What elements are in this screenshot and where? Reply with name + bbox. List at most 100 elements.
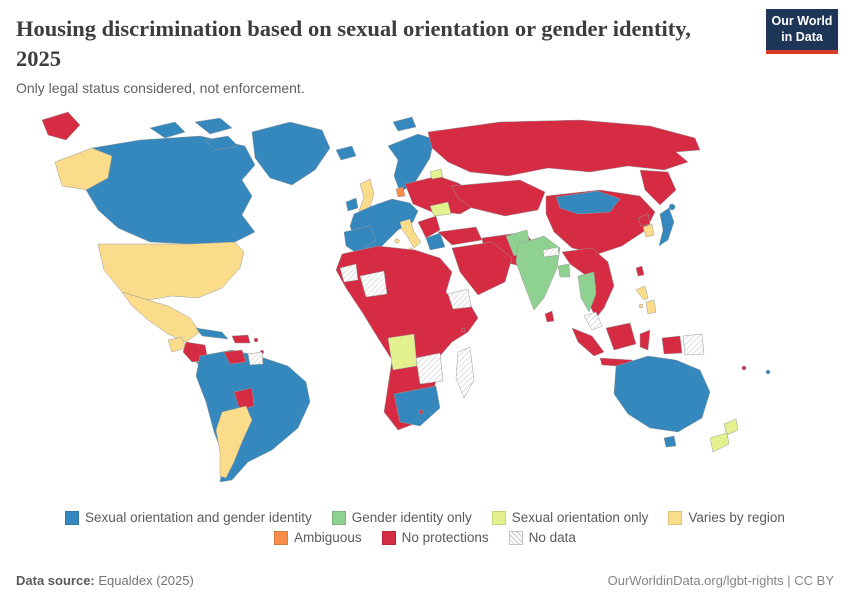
region-botswana-zimbabwe[interactable] <box>415 352 444 385</box>
region-new-zealand[interactable] <box>709 432 730 453</box>
region-ireland[interactable] <box>345 197 359 212</box>
legend-item-ambiguous[interactable]: Ambiguous <box>274 530 362 545</box>
region-russia[interactable] <box>427 119 701 177</box>
legend-label-gender-identity-only: Gender identity only <box>351 510 472 525</box>
region-paraguay[interactable] <box>233 387 255 411</box>
region-central-asia[interactable] <box>451 179 546 217</box>
region-argentina[interactable] <box>215 405 253 479</box>
region-russia-chukotka[interactable] <box>41 111 81 141</box>
legend-row-1: Sexual orientation and gender identity G… <box>0 510 850 525</box>
region-western-sahara[interactable] <box>339 263 359 283</box>
region-south-america[interactable] <box>195 349 311 483</box>
legend-item-no-data[interactable]: No data <box>508 530 576 545</box>
legend-label-sexual-orientation-only: Sexual orientation only <box>511 510 649 525</box>
region-mexico[interactable] <box>121 291 201 343</box>
region-india[interactable] <box>515 235 561 311</box>
region-taiwan[interactable] <box>635 265 645 277</box>
region-madagascar[interactable] <box>455 346 475 399</box>
legend-item-sexual-orientation-only[interactable]: Sexual orientation only <box>491 510 649 525</box>
data-source-label: Data source: <box>16 573 95 588</box>
region-balkans[interactable] <box>417 215 441 239</box>
region-borneo[interactable] <box>605 322 637 351</box>
region-svalbard[interactable] <box>392 116 417 132</box>
legend-swatch-sogi <box>65 510 80 525</box>
region-guyanas[interactable] <box>247 351 264 366</box>
region-sri-lanka[interactable] <box>544 310 555 323</box>
legend-item-no-protections[interactable]: No protections <box>381 530 489 545</box>
owid-logo-line1: Our World <box>771 14 833 28</box>
region-angola[interactable] <box>387 333 418 371</box>
region-mali[interactable] <box>359 270 388 298</box>
legend-item-varies-by-region[interactable]: Varies by region <box>668 510 785 525</box>
legend-item-sogi[interactable]: Sexual orientation and gender identity <box>65 510 312 525</box>
region-north-korea[interactable] <box>637 213 651 227</box>
region-venezuela[interactable] <box>223 349 247 365</box>
page-title: Housing discrimination based on sexual o… <box>16 16 691 71</box>
legend-label-no-protections: No protections <box>401 530 489 545</box>
region-ethiopia[interactable] <box>447 288 472 310</box>
region-nepal[interactable] <box>542 246 560 258</box>
region-cuba[interactable] <box>195 327 229 340</box>
legend-label-ambiguous: Ambiguous <box>294 530 362 545</box>
region-hispaniola[interactable] <box>231 334 251 344</box>
page-subtitle: Only legal status considered, not enforc… <box>16 80 305 97</box>
region-arabia[interactable] <box>451 241 513 296</box>
owid-logo-line2: in Data <box>781 29 823 44</box>
region-south-africa[interactable] <box>393 385 441 427</box>
region-puerto-rico[interactable] <box>253 337 259 343</box>
region-australia[interactable] <box>613 355 711 433</box>
region-turkey[interactable] <box>437 226 483 246</box>
region-sardinia[interactable] <box>394 238 400 244</box>
region-greece[interactable] <box>425 232 446 251</box>
legend-label-no-data: No data <box>528 530 576 545</box>
legend-label-sogi: Sexual orientation and gender identity <box>85 510 312 525</box>
region-greenland[interactable] <box>251 121 331 186</box>
region-thailand[interactable] <box>577 271 597 313</box>
region-arctic-islands[interactable] <box>204 135 239 151</box>
region-latvia[interactable] <box>429 168 444 180</box>
region-canada[interactable] <box>85 135 256 245</box>
region-russia-far-east[interactable] <box>639 169 677 206</box>
region-denmark[interactable] <box>395 186 406 198</box>
chart-header: Housing discrimination based on sexual o… <box>0 0 850 96</box>
region-philippines[interactable] <box>638 303 644 309</box>
region-sumatra[interactable] <box>571 327 605 357</box>
legend-row-2: Ambiguous No protections No data <box>0 530 850 545</box>
region-italy[interactable] <box>399 218 422 249</box>
legend-swatch-gender-identity-only <box>331 510 346 525</box>
region-japan[interactable] <box>658 207 675 247</box>
region-malay-peninsula[interactable] <box>583 311 603 331</box>
owid-logo[interactable]: Our World in Data <box>766 9 838 55</box>
region-south-korea[interactable] <box>642 223 655 238</box>
region-arctic-islands[interactable] <box>194 117 233 135</box>
region-comoros[interactable] <box>460 327 466 333</box>
legend-item-gender-identity-only[interactable]: Gender identity only <box>331 510 472 525</box>
legend-swatch-varies-by-region <box>668 510 683 525</box>
region-sulawesi[interactable] <box>639 329 651 351</box>
region-philippines[interactable] <box>635 285 649 301</box>
region-iceland[interactable] <box>335 145 357 161</box>
region-lesotho[interactable] <box>418 409 424 415</box>
region-tasmania[interactable] <box>663 435 677 448</box>
region-iberia[interactable] <box>343 225 377 255</box>
region-new-zealand[interactable] <box>723 418 739 436</box>
region-west-papua[interactable] <box>661 335 683 355</box>
chart-footer: Data source: Equaldex (2025) OurWorldinD… <box>16 573 834 588</box>
footer-link[interactable]: OurWorldinData.org/lgbt-rights | CC BY <box>607 573 834 588</box>
data-source: Data source: Equaldex (2025) <box>16 573 194 588</box>
region-arctic-islands[interactable] <box>149 121 186 139</box>
region-papua-new-guinea[interactable] <box>682 333 705 356</box>
region-fiji[interactable] <box>765 369 771 375</box>
region-vanuatu[interactable] <box>741 365 747 371</box>
region-mongolia[interactable] <box>555 190 621 215</box>
map-legend: Sexual orientation and gender identity G… <box>0 510 850 550</box>
region-hokkaido[interactable] <box>668 203 676 211</box>
data-source-value: Equaldex (2025) <box>98 573 194 588</box>
region-bangladesh[interactable] <box>557 263 571 278</box>
region-romania[interactable] <box>429 201 452 217</box>
region-usa[interactable] <box>97 241 245 301</box>
legend-swatch-no-data <box>508 530 523 545</box>
region-philippines[interactable] <box>645 299 657 315</box>
legend-swatch-no-protections <box>381 530 396 545</box>
